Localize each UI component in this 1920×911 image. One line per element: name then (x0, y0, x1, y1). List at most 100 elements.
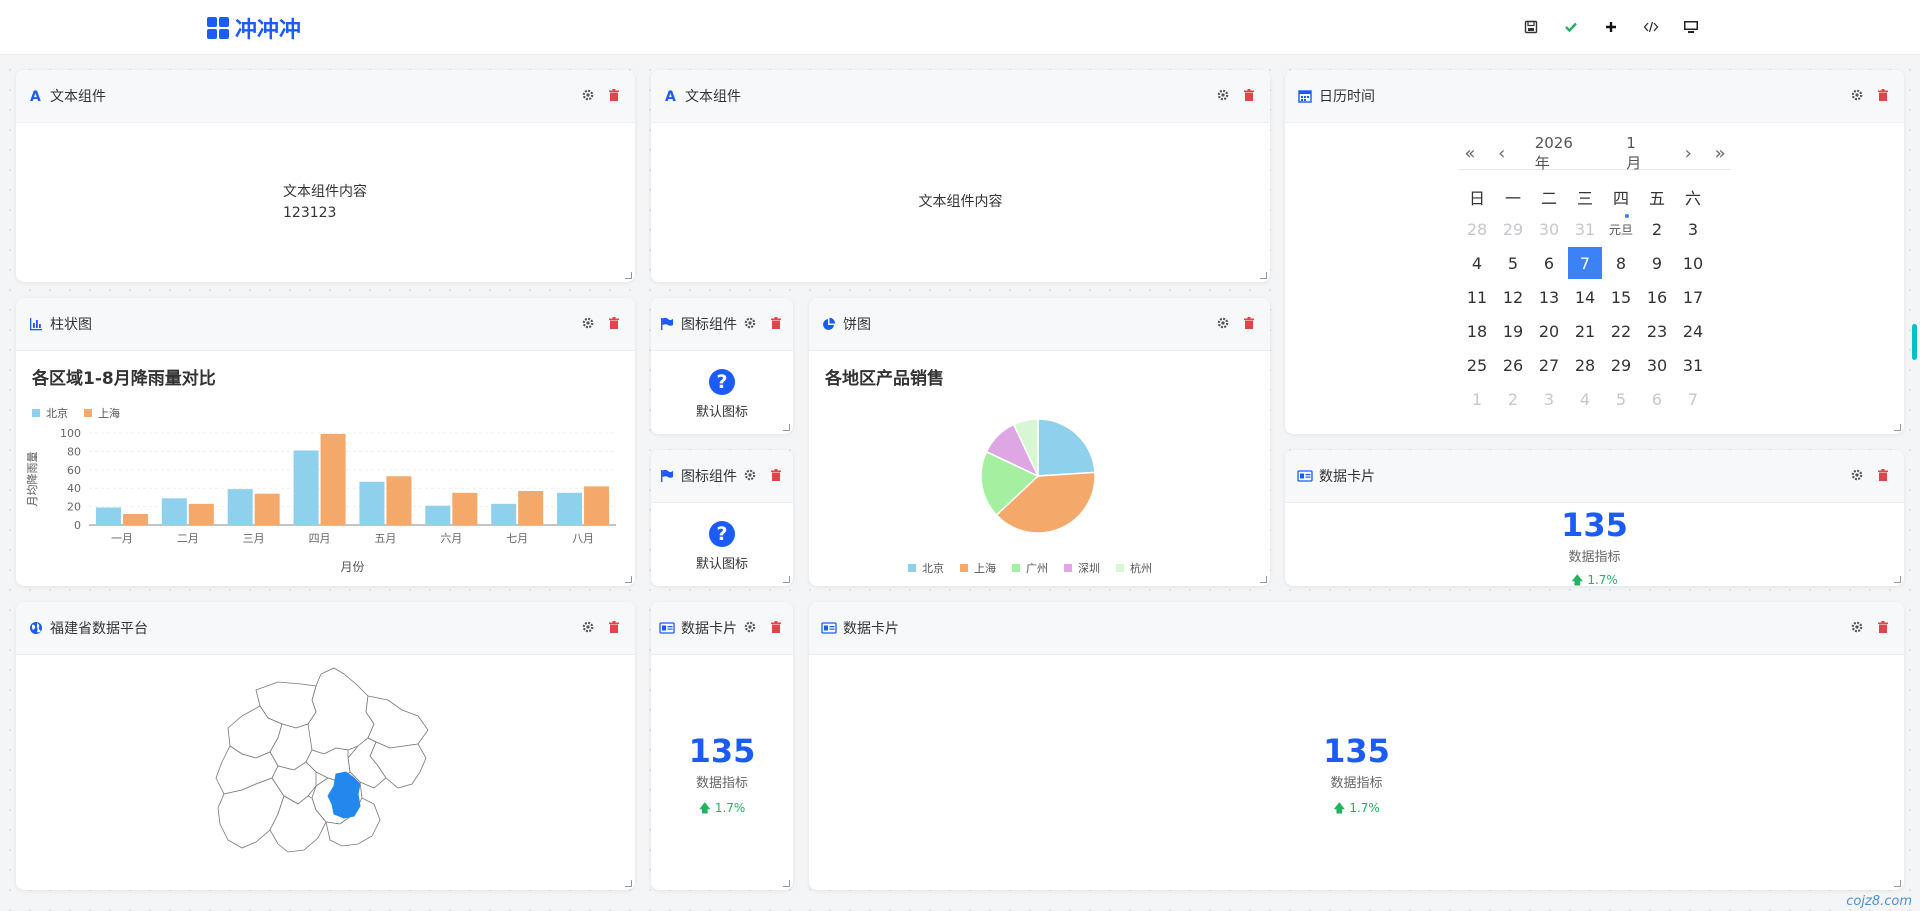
calendar-day[interactable]: 12 (1495, 280, 1531, 314)
calendar-day[interactable]: 28 (1459, 212, 1495, 246)
calendar-day[interactable]: 30 (1639, 348, 1675, 382)
data-card-2[interactable]: 数据卡片 135 数据指标 🡅 1.7% (651, 602, 793, 890)
resize-handle[interactable] (625, 272, 632, 279)
calendar-day[interactable]: 26 (1495, 348, 1531, 382)
calendar-day[interactable]: 27 (1531, 348, 1567, 382)
prev-month-icon[interactable]: ‹ (1498, 142, 1506, 164)
calendar-day[interactable]: 15 (1603, 280, 1639, 314)
settings-icon[interactable] (581, 316, 595, 330)
delete-icon[interactable] (607, 316, 621, 330)
settings-icon[interactable] (743, 316, 757, 330)
calendar-day[interactable]: 19 (1495, 314, 1531, 348)
calendar-day[interactable]: 13 (1531, 280, 1567, 314)
calendar-day[interactable]: 8 (1603, 246, 1639, 280)
calendar-day[interactable]: 31 (1567, 212, 1603, 246)
calendar-day[interactable]: 4 (1459, 246, 1495, 280)
calendar-card[interactable]: 日历时间 « ‹ 2026 年 1 月 › » 日一二三四五六 28 29 30 31 元… (1285, 70, 1904, 434)
settings-icon[interactable] (1850, 468, 1864, 482)
resize-handle[interactable] (783, 576, 790, 583)
bar-chart-card[interactable]: 柱状图 各区域1-8月降雨量对比 北京 上海 0 20 40 60 80 100 一月 二月 三月 四… (16, 298, 635, 586)
calendar-day[interactable]: 3 (1675, 212, 1711, 246)
calendar-day[interactable]: 5 (1495, 246, 1531, 280)
settings-icon[interactable] (581, 88, 595, 102)
resize-handle[interactable] (1260, 272, 1267, 279)
check-icon[interactable] (1560, 16, 1582, 38)
calendar-day[interactable]: 23 (1639, 314, 1675, 348)
calendar-day[interactable]: 7 (1567, 246, 1603, 280)
region-map[interactable] (16, 654, 635, 890)
delete-icon[interactable] (1876, 468, 1890, 482)
calendar-day[interactable]: 6 (1531, 246, 1567, 280)
calendar-day[interactable]: 2 (1495, 382, 1531, 416)
calendar-month[interactable]: 1 月 (1626, 133, 1642, 172)
code-icon[interactable] (1640, 16, 1662, 38)
resize-handle[interactable] (783, 424, 790, 431)
data-card-1[interactable]: 数据卡片 135 数据指标 🡅 1.7% (1285, 450, 1904, 586)
resize-handle[interactable] (783, 880, 790, 887)
settings-icon[interactable] (743, 468, 757, 482)
calendar-day[interactable]: 30 (1531, 212, 1567, 246)
text-card-2[interactable]: A 文本组件 文本组件内容 (651, 70, 1270, 282)
delete-icon[interactable] (769, 620, 783, 634)
delete-icon[interactable] (1242, 316, 1256, 330)
resize-handle[interactable] (1894, 424, 1901, 431)
calendar-day[interactable]: 5 (1603, 382, 1639, 416)
calendar-day[interactable]: 24 (1675, 314, 1711, 348)
calendar-day[interactable]: 22 (1603, 314, 1639, 348)
calendar-day[interactable]: 3 (1531, 382, 1567, 416)
settings-icon[interactable] (1216, 316, 1230, 330)
calendar-day[interactable]: 20 (1531, 314, 1567, 348)
calendar-day[interactable]: 29 (1495, 212, 1531, 246)
next-month-icon[interactable]: › (1684, 142, 1692, 164)
calendar-day[interactable]: 21 (1567, 314, 1603, 348)
calendar-day[interactable]: 16 (1639, 280, 1675, 314)
delete-icon[interactable] (769, 316, 783, 330)
calendar-day[interactable]: 18 (1459, 314, 1495, 348)
delete-icon[interactable] (1242, 88, 1256, 102)
text-card-1[interactable]: A 文本组件 文本组件内容 123123 (16, 70, 635, 282)
save-icon[interactable] (1520, 16, 1542, 38)
settings-icon[interactable] (1850, 88, 1864, 102)
calendar-day[interactable]: 10 (1675, 246, 1711, 280)
icon-card-2[interactable]: 图标组件 ? 默认图标 (651, 450, 793, 586)
app-logo[interactable]: 冲冲冲 (207, 12, 301, 44)
calendar-day[interactable]: 29 (1603, 348, 1639, 382)
monitor-icon[interactable] (1680, 16, 1702, 38)
resize-handle[interactable] (1894, 880, 1901, 887)
pie-chart-card[interactable]: 饼图 各地区产品销售 北京 上海 广州 深圳 杭州 (809, 298, 1270, 586)
calendar-day[interactable]: 31 (1675, 348, 1711, 382)
delete-icon[interactable] (607, 88, 621, 102)
resize-handle[interactable] (625, 576, 632, 583)
calendar-day[interactable]: 元旦 (1603, 212, 1639, 246)
settings-icon[interactable] (1216, 88, 1230, 102)
delete-icon[interactable] (1876, 620, 1890, 634)
calendar-year[interactable]: 2026 年 (1534, 133, 1573, 172)
calendar-day[interactable]: 7 (1675, 382, 1711, 416)
delete-icon[interactable] (607, 620, 621, 634)
icon-card-1[interactable]: 图标组件 ? 默认图标 (651, 298, 793, 434)
calendar-day[interactable]: 25 (1459, 348, 1495, 382)
calendar-day[interactable]: 9 (1639, 246, 1675, 280)
map-card[interactable]: 福建省数据平台 (16, 602, 635, 890)
calendar-day[interactable]: 2 (1639, 212, 1675, 246)
calendar-day[interactable]: 11 (1459, 280, 1495, 314)
delete-icon[interactable] (769, 468, 783, 482)
delete-icon[interactable] (1876, 88, 1890, 102)
resize-handle[interactable] (1894, 576, 1901, 583)
calendar-day[interactable]: 6 (1639, 382, 1675, 416)
resize-handle[interactable] (625, 880, 632, 887)
calendar-day[interactable]: 1 (1459, 382, 1495, 416)
scrollbar-thumb[interactable] (1912, 324, 1917, 360)
plus-icon[interactable] (1600, 16, 1622, 38)
resize-handle[interactable] (1260, 576, 1267, 583)
prev-year-icon[interactable]: « (1464, 142, 1476, 164)
next-year-icon[interactable]: » (1714, 142, 1726, 164)
calendar-day[interactable]: 28 (1567, 348, 1603, 382)
calendar-day[interactable]: 14 (1567, 280, 1603, 314)
settings-icon[interactable] (1850, 620, 1864, 634)
calendar-day[interactable]: 4 (1567, 382, 1603, 416)
calendar-day[interactable]: 17 (1675, 280, 1711, 314)
data-card-3[interactable]: 数据卡片 135 数据指标 🡅 1.7% (809, 602, 1904, 890)
settings-icon[interactable] (743, 620, 757, 634)
settings-icon[interactable] (581, 620, 595, 634)
